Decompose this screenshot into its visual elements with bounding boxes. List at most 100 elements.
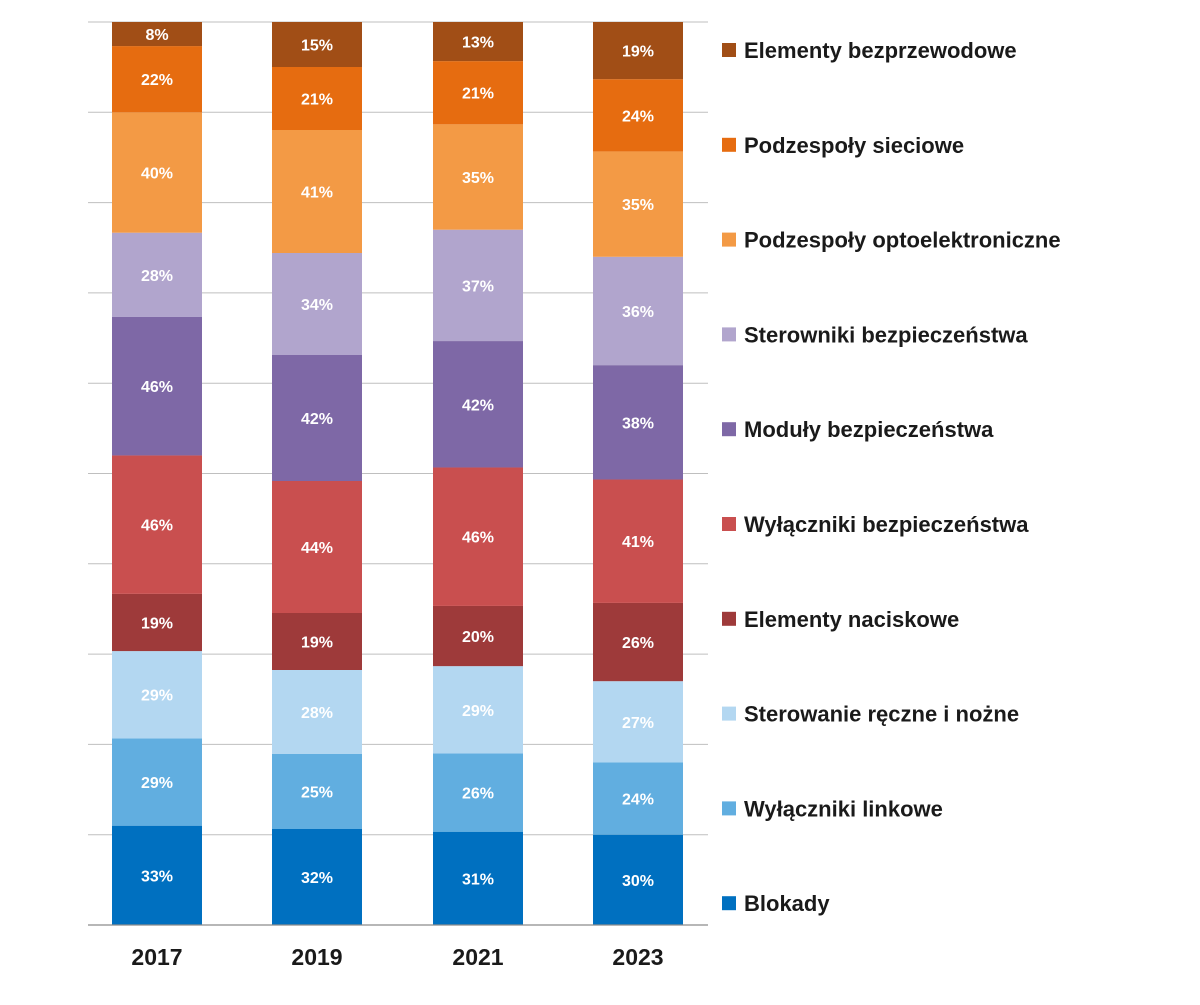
legend-item: Wyłączniki bezpieczeństwa [722, 512, 1029, 537]
data-label: 29% [462, 703, 494, 720]
data-label: 46% [462, 530, 494, 547]
data-label: 21% [462, 86, 494, 103]
legend-item: Blokady [722, 891, 830, 916]
bar-segment [433, 22, 523, 62]
bar-segment [433, 467, 523, 606]
data-label: 8% [145, 27, 168, 44]
data-label: 44% [301, 540, 333, 557]
legend-swatch [722, 896, 736, 911]
data-label: 40% [141, 166, 173, 183]
bar-segment [272, 67, 362, 130]
data-label: 19% [141, 615, 173, 632]
bar-segment [272, 355, 362, 481]
x-tick-label: 2019 [291, 944, 342, 970]
legend-item: Podzespoły optoelektroniczne [722, 228, 1061, 253]
data-label: 42% [301, 411, 333, 428]
data-label: 26% [622, 635, 654, 652]
data-label: 24% [622, 108, 654, 125]
bar-segment [433, 124, 523, 230]
data-label: 31% [462, 871, 494, 888]
data-label: 35% [622, 197, 654, 214]
bar-segment [593, 681, 683, 763]
bars: 33% 29% 29% 19% 46% 46% 28% 40% 22% 8% 32% 25% 28% 19… [112, 22, 683, 925]
data-label: 41% [622, 534, 654, 551]
legend-item: Elementy bezprzewodowe [722, 38, 1017, 63]
data-label: 25% [301, 785, 333, 802]
legend-swatch [722, 706, 736, 721]
bar-stack-2021: 31% 26% 29% 20% 46% 42% 37% 35% 21% 13% [433, 22, 523, 925]
legend-label: Podzespoły sieciowe [744, 133, 964, 158]
bar-segment [272, 670, 362, 754]
data-label: 30% [622, 873, 654, 890]
data-label: 38% [622, 415, 654, 432]
bar-stack-2019: 32% 25% 28% 19% 44% 42% 34% 41% 21% 15% [272, 22, 362, 925]
data-label: 37% [462, 278, 494, 295]
legend-swatch [722, 43, 736, 57]
bar-segment [433, 605, 523, 667]
bar-stack-2017: 33% 29% 29% 19% 46% 46% 28% 40% 22% 8% [112, 22, 202, 925]
bar-segment [593, 79, 683, 152]
bar-segment [433, 61, 523, 125]
data-label: 22% [141, 72, 173, 89]
x-tick-label: 2023 [612, 944, 663, 970]
legend-swatch [722, 801, 736, 816]
data-label: 41% [301, 185, 333, 202]
data-label: 33% [141, 868, 173, 885]
data-label: 28% [141, 268, 173, 285]
data-label: 29% [141, 688, 173, 705]
data-label: 42% [462, 397, 494, 414]
bar-segment [272, 130, 362, 253]
bar-segment [593, 762, 683, 835]
legend: Elementy bezprzewodowe Podzespoły sieciow… [722, 38, 1061, 916]
bar-segment [593, 22, 683, 80]
bar-segment [593, 479, 683, 603]
legend-label: Blokady [744, 891, 830, 916]
legend-label: Sterowanie ręczne i nożne [744, 702, 1019, 727]
legend-swatch [722, 137, 736, 152]
data-label: 35% [462, 170, 494, 187]
bar-segment [593, 834, 683, 925]
data-label: 46% [141, 518, 173, 535]
legend-item: Podzespoły sieciowe [722, 133, 964, 158]
legend-item: Sterowanie ręczne i nożne [722, 702, 1019, 727]
bar-segment [433, 341, 523, 468]
legend-label: Elementy naciskowe [744, 607, 959, 632]
data-label: 20% [462, 629, 494, 646]
data-label: 34% [301, 297, 333, 314]
bar-segment [272, 22, 362, 67]
data-label: 26% [462, 786, 494, 803]
bar-segment [112, 738, 202, 826]
data-label: 24% [622, 792, 654, 809]
legend-swatch [722, 422, 736, 437]
bar-segment [593, 256, 683, 366]
data-label: 29% [141, 775, 173, 792]
x-tick-label: 2021 [452, 944, 503, 970]
legend-item: Wyłączniki linkowe [722, 796, 943, 821]
legend-item: Elementy naciskowe [722, 607, 959, 632]
bar-segment [112, 593, 202, 652]
bar-segment [112, 46, 202, 113]
data-label: 46% [141, 379, 173, 396]
legend-label: Sterowniki bezpieczeństwa [744, 322, 1028, 347]
bar-segment [593, 602, 683, 682]
legend-swatch [722, 232, 736, 247]
bar-segment [433, 831, 523, 925]
legend-swatch [722, 611, 736, 626]
bar-segment [272, 829, 362, 925]
bar-segment [593, 365, 683, 480]
bar-segment [112, 825, 202, 925]
bar-segment [433, 753, 523, 832]
bar-segment [272, 253, 362, 355]
data-label: 13% [462, 35, 494, 52]
bar-segment [112, 22, 202, 47]
bar-segment [433, 229, 523, 342]
bar-segment [112, 455, 202, 594]
bar-segment [272, 754, 362, 829]
data-label: 15% [301, 38, 333, 55]
data-label: 19% [301, 635, 333, 652]
bar-segment [112, 112, 202, 233]
bar-segment [112, 316, 202, 456]
legend-swatch [722, 327, 736, 342]
